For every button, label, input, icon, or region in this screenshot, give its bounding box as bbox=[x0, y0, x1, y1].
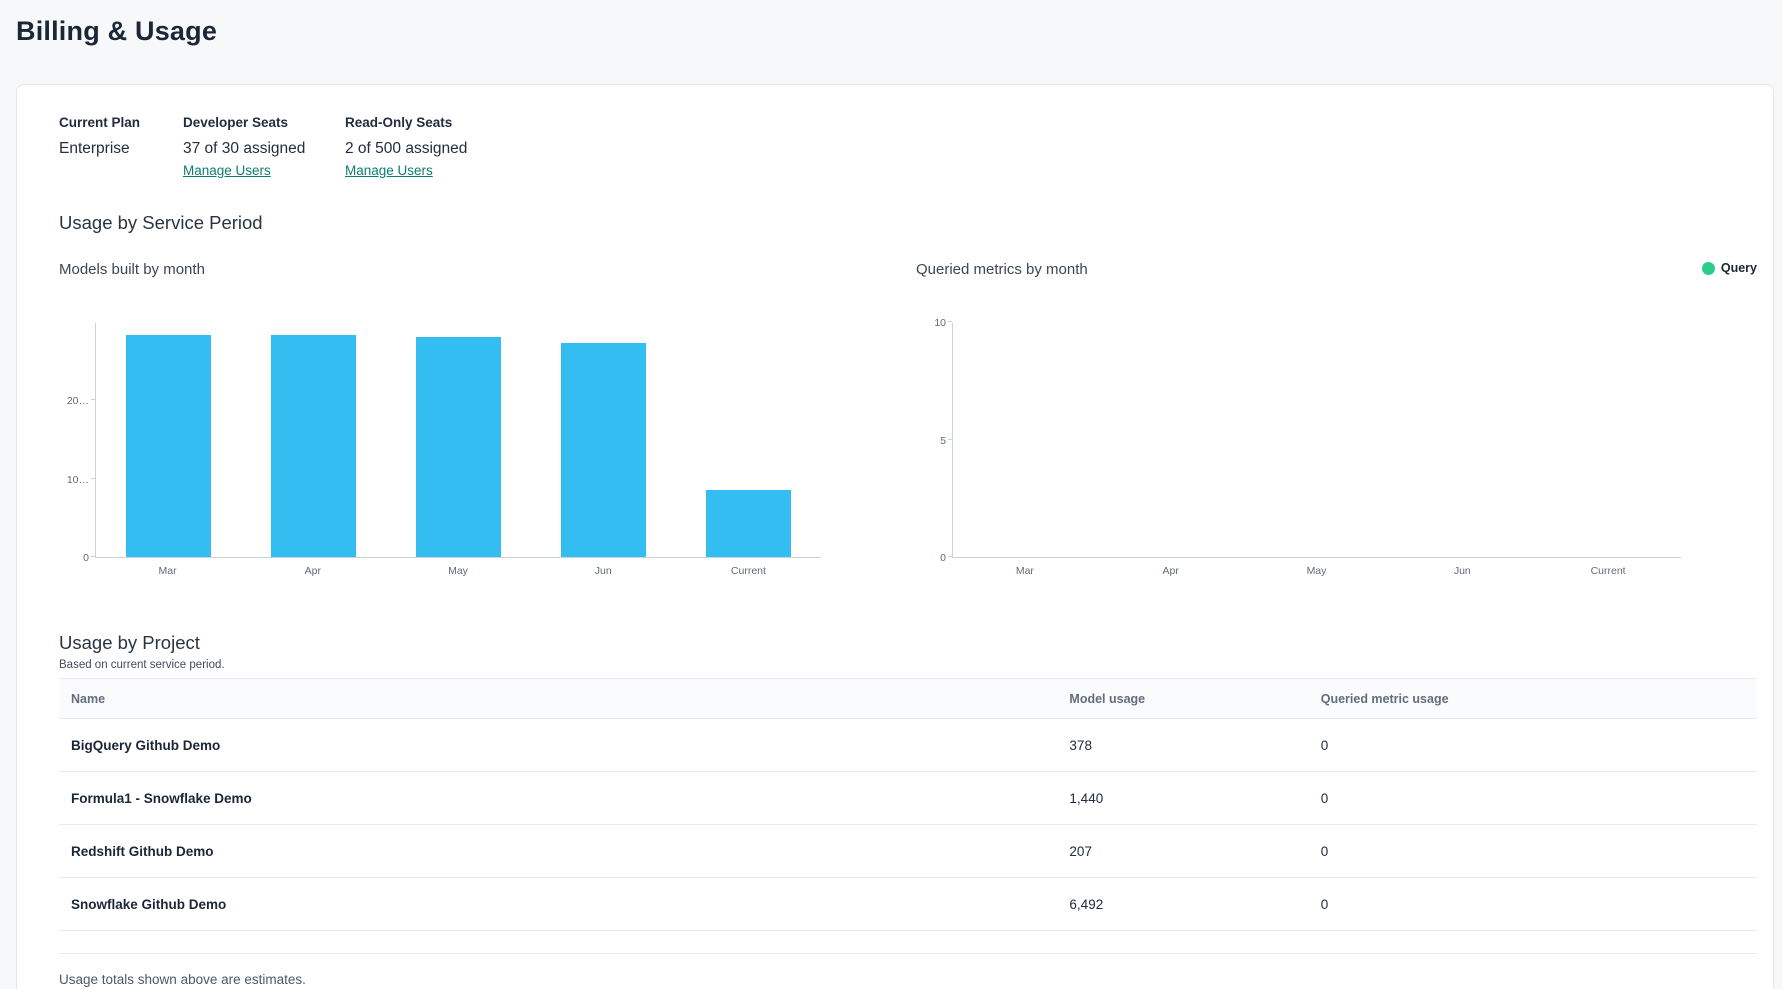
table-row: Formula1 - Snowflake Demo 1,440 0 bbox=[59, 771, 1757, 825]
usage-by-project-table: Name Model usage Queried metric usage Bi… bbox=[59, 678, 1757, 931]
plan-label: Read-Only Seats bbox=[345, 115, 453, 130]
y-axis-tick-label: 0 bbox=[940, 552, 946, 564]
bar-slot-current bbox=[676, 323, 821, 557]
chart-queried-metrics: Queried metrics by month Query 0 5 10 Mar A… bbox=[916, 261, 1757, 577]
plan-label: Current Plan bbox=[59, 115, 141, 130]
bar-slot-may bbox=[1244, 323, 1390, 557]
bar-slot-jun bbox=[1390, 323, 1536, 557]
cell-project-name: Redshift Github Demo bbox=[59, 824, 1058, 878]
bar-slot-mar bbox=[953, 323, 1099, 557]
plan-label: Developer Seats bbox=[183, 115, 289, 130]
cell-model-usage: 6,492 bbox=[1057, 877, 1309, 931]
legend-label: Query bbox=[1720, 261, 1757, 275]
bar-current bbox=[706, 490, 791, 557]
y-axis-tick-label: 10… bbox=[66, 473, 89, 486]
x-axis-label-current: Current bbox=[730, 565, 766, 577]
cell-queried-metric-usage: 0 bbox=[1308, 824, 1757, 878]
chart-models-built: Models built by month 0 10… 20… Mar Apr May J… bbox=[59, 261, 821, 577]
project-subtitle: Based on current service period. bbox=[59, 659, 225, 671]
billing-card: Current Plan Enterprise Developer Seats 37 … bbox=[16, 84, 1774, 989]
y-axis-tick-mark bbox=[91, 399, 95, 401]
footer-divider bbox=[59, 953, 1757, 954]
x-axis-label-apr: Apr bbox=[1162, 565, 1179, 577]
legend-dot-icon bbox=[1701, 261, 1715, 275]
x-axis-label-may: May bbox=[1306, 565, 1327, 577]
manage-users-link[interactable]: Manage Users bbox=[345, 163, 433, 178]
plot-area bbox=[948, 321, 1681, 558]
section-title-usage-by-project: Usage by Project bbox=[59, 632, 200, 653]
bar-mar bbox=[126, 335, 211, 557]
y-axis-tick-mark bbox=[948, 321, 952, 322]
usage-footnote: Usage totals shown above are estimates. bbox=[59, 972, 306, 987]
y-axis-tick-mark bbox=[948, 438, 952, 440]
plan-value: Enterprise bbox=[59, 140, 130, 157]
cell-model-usage: 378 bbox=[1057, 718, 1309, 772]
column-header-queried-metric-usage: Queried metric usage bbox=[1308, 678, 1757, 719]
y-axis-tick-label: 10 bbox=[934, 317, 946, 329]
cell-queried-metric-usage: 0 bbox=[1308, 771, 1757, 825]
section-title-usage-by-service-period: Usage by Service Period bbox=[59, 212, 263, 233]
cell-model-usage: 1,440 bbox=[1057, 771, 1309, 825]
chart-title: Models built by month bbox=[59, 261, 205, 278]
cell-model-usage: 207 bbox=[1057, 824, 1309, 878]
bar-apr bbox=[271, 335, 356, 557]
page-title: Billing & Usage bbox=[16, 16, 218, 46]
bar-slot-apr bbox=[1099, 323, 1245, 557]
column-header-name: Name bbox=[59, 678, 1058, 719]
legend-item-query[interactable]: Query bbox=[1701, 261, 1757, 275]
bar-slot-mar bbox=[96, 323, 241, 557]
cell-queried-metric-usage: 0 bbox=[1308, 718, 1757, 772]
x-axis-labels: Mar Apr May Jun Current bbox=[952, 565, 1681, 577]
table-row: Snowflake Github Demo 6,492 0 bbox=[59, 877, 1757, 931]
plan-value: 37 of 30 assigned bbox=[183, 140, 306, 157]
y-axis: 0 10… 20… bbox=[59, 323, 95, 564]
page-header: Billing & Usage bbox=[0, 0, 1782, 84]
bar-slot-jun bbox=[531, 323, 676, 557]
y-axis: 0 5 10 bbox=[916, 317, 952, 564]
x-axis-label-mar: Mar bbox=[1015, 565, 1034, 577]
manage-users-link[interactable]: Manage Users bbox=[183, 163, 271, 178]
x-axis-label-jun: Jun bbox=[1453, 565, 1471, 577]
x-axis-label-apr: Apr bbox=[304, 565, 321, 577]
y-axis-tick-mark bbox=[948, 556, 952, 557]
plan-summary: Current Plan Enterprise Developer Seats 37 … bbox=[59, 115, 1757, 180]
y-axis-tick-mark bbox=[91, 556, 95, 557]
bar-may bbox=[416, 337, 501, 557]
table-body: BigQuery Github Demo 378 0 Formula1 - Snowf… bbox=[59, 718, 1757, 931]
charts-row: Models built by month 0 10… 20… Mar Apr May J… bbox=[59, 261, 1757, 577]
plot-area bbox=[91, 323, 821, 558]
table-row: Redshift Github Demo 207 0 bbox=[59, 824, 1757, 878]
y-axis-tick-label: 0 bbox=[83, 552, 89, 564]
bar-slot-apr bbox=[241, 323, 386, 557]
cell-project-name: BigQuery Github Demo bbox=[59, 718, 1058, 772]
table-header-row: Name Model usage Queried metric usage bbox=[59, 678, 1757, 719]
plan-value: 2 of 500 assigned bbox=[345, 140, 468, 157]
cell-project-name: Formula1 - Snowflake Demo bbox=[59, 771, 1058, 825]
cell-project-name: Snowflake Github Demo bbox=[59, 877, 1058, 931]
bar-jun bbox=[561, 343, 646, 557]
bar-slot-may bbox=[386, 323, 531, 557]
y-axis-tick-label: 20… bbox=[66, 395, 89, 408]
x-axis-labels: Mar Apr May Jun Current bbox=[95, 565, 821, 577]
table-row: BigQuery Github Demo 378 0 bbox=[59, 718, 1757, 772]
plan-col-current-plan: Current Plan Enterprise bbox=[59, 115, 183, 180]
x-axis-label-jun: Jun bbox=[594, 565, 612, 577]
cell-queried-metric-usage: 0 bbox=[1308, 877, 1757, 931]
x-axis-label-may: May bbox=[448, 565, 468, 577]
x-axis-label-mar: Mar bbox=[158, 565, 177, 577]
plan-col-read-only-seats: Read-Only Seats 2 of 500 assigned Manage U… bbox=[345, 115, 467, 180]
chart-title: Queried metrics by month bbox=[916, 261, 1088, 278]
column-header-model-usage: Model usage bbox=[1057, 678, 1309, 719]
plan-col-developer-seats: Developer Seats 37 of 30 assigned Manage U… bbox=[183, 115, 345, 180]
y-axis-tick-mark bbox=[91, 477, 95, 479]
bar-slot-current bbox=[1535, 323, 1681, 557]
y-axis-tick-label: 5 bbox=[940, 434, 946, 447]
x-axis-label-current: Current bbox=[1590, 565, 1626, 577]
